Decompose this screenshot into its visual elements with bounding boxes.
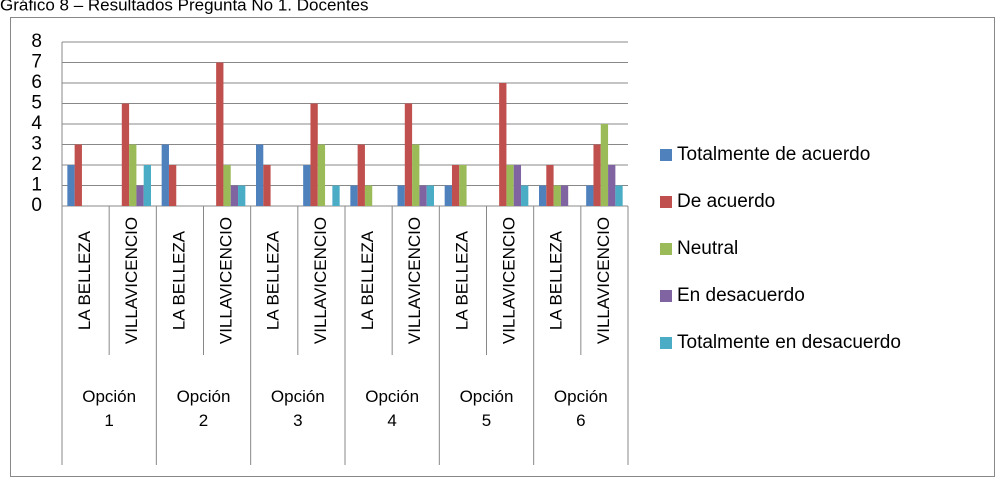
x-tick-label: VILLAVICENCIO [594,217,613,344]
y-tick-label: 5 [31,93,42,114]
bar [256,144,264,206]
bar [459,165,467,206]
group-label: Opción 5 [460,387,514,430]
bar [397,185,405,206]
legend-label: Totalmente de acuerdo [677,144,870,165]
bar [303,165,311,206]
bar [230,185,239,206]
x-tick-label: VILLAVICENCIO [311,217,330,344]
legend-swatch [660,337,672,349]
bar [593,144,601,206]
bar [539,185,547,206]
group-label: Opción 1 [82,387,136,430]
x-tick-label: VILLAVICENCIO [405,217,424,344]
bar [521,185,529,206]
y-tick-label: 6 [31,72,42,93]
chart-title: Gráfico 8 – Resultados Pregunta No 1. Do… [0,0,369,14]
group-label: Opción 3 [271,387,325,430]
bar [600,124,609,206]
bar [560,185,569,206]
x-tick-label: LA BELLEZA [452,230,471,330]
bar [586,185,594,206]
x-tick-label: VILLAVICENCIO [122,217,141,344]
y-tick-label: 7 [31,52,42,73]
x-tick-label: VILLAVICENCIO [217,217,236,344]
y-tick-label: 2 [31,154,42,175]
legend-swatch [660,290,672,302]
y-tick-label: 8 [31,31,42,52]
bar [608,165,616,206]
bar [364,185,373,206]
x-tick-label: LA BELLEZA [169,230,188,330]
bar [129,144,137,206]
bar [216,62,224,206]
x-tick-label: VILLAVICENCIO [500,217,519,344]
x-tick-label: LA BELLEZA [547,230,566,330]
bar [513,165,522,206]
legend-label: Totalmente en desacuerdo [677,332,901,353]
y-tick-label: 1 [31,175,42,196]
group-label: Opción 2 [177,387,231,430]
bar [310,103,318,206]
chart-frame [10,17,995,477]
x-tick-label: LA BELLEZA [358,230,377,330]
bar [332,185,340,206]
bar [161,144,169,206]
bar [546,165,554,206]
bar [419,185,427,206]
bar [74,144,82,206]
legend-swatch [660,149,672,161]
bar [143,165,151,206]
y-tick-label: 3 [31,134,42,155]
x-tick-label: LA BELLEZA [75,230,94,330]
bar [67,165,75,206]
bar [317,144,326,206]
bar [444,185,452,206]
bar [357,144,365,206]
bar [451,165,460,206]
bar [350,185,358,206]
bar [615,185,623,206]
bar [412,144,420,206]
y-tick-label: 0 [31,195,42,216]
bar [506,165,514,206]
bar [263,165,271,206]
legend-label: Neutral [677,238,738,259]
legend-label: De acuerdo [677,191,775,212]
legend-label: En desacuerdo [677,285,805,306]
bar [553,185,561,206]
y-tick-label: 4 [31,113,42,134]
legend-swatch [660,243,672,255]
bar [404,103,413,206]
bar [426,185,434,206]
bar [238,185,246,206]
bar [223,165,231,206]
group-label: Opción 4 [365,387,419,430]
legend-swatch [660,196,672,208]
bar [168,165,177,206]
bar [121,103,130,206]
bar [136,185,144,206]
bar [499,83,507,206]
x-tick-label: LA BELLEZA [264,230,283,330]
group-label: Opción 6 [554,387,608,430]
